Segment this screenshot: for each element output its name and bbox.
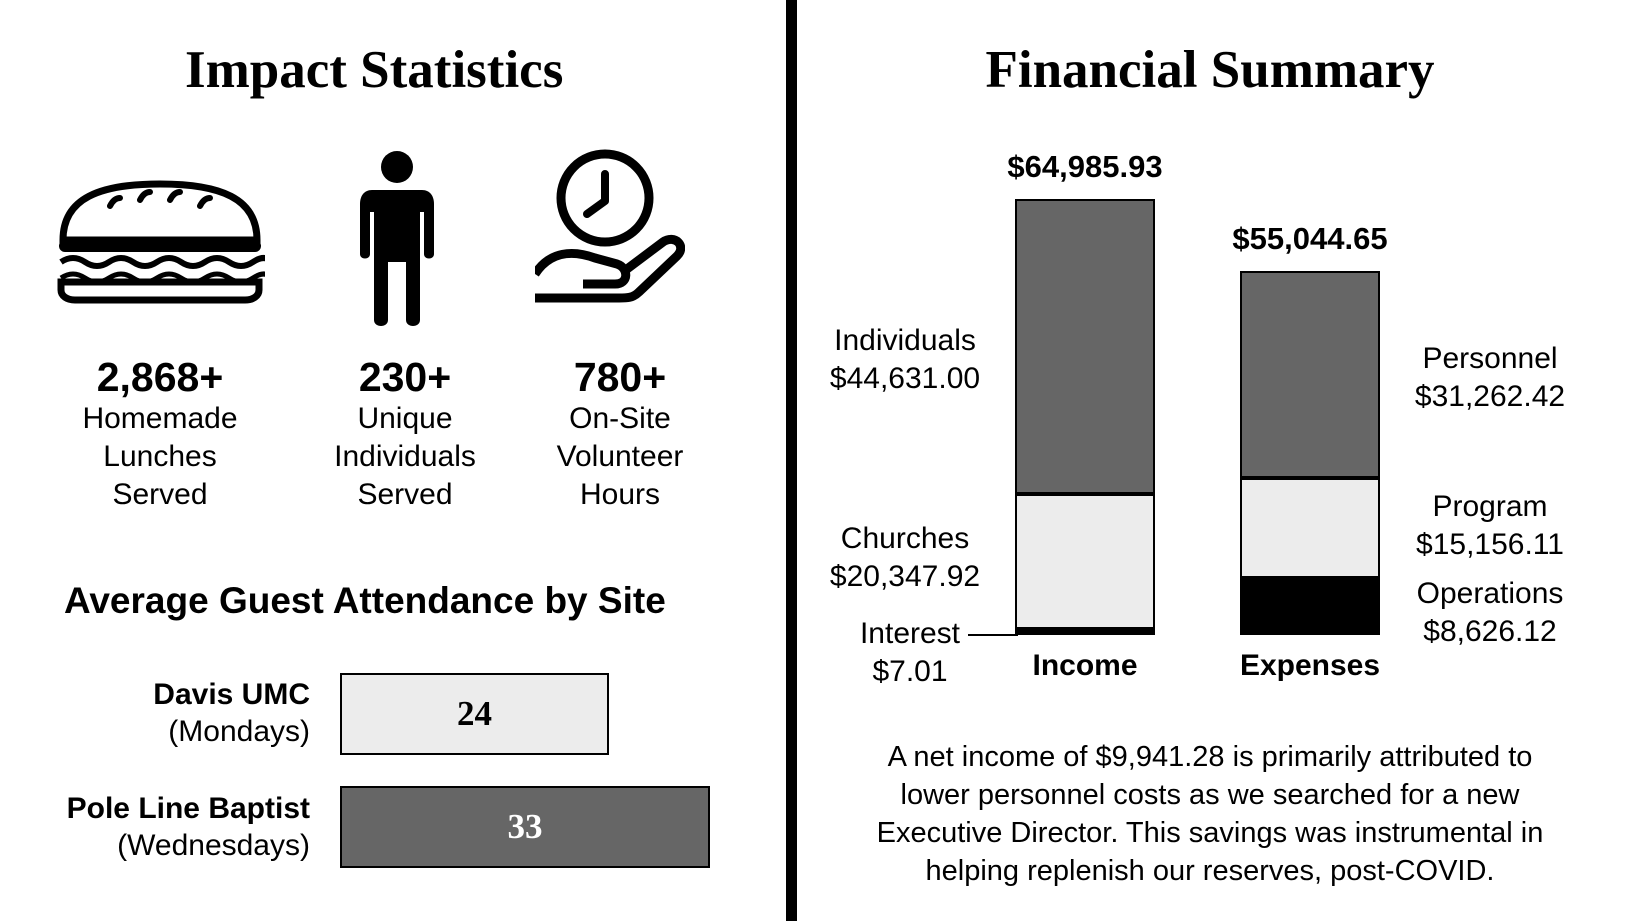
bar-segment-individuals bbox=[1015, 199, 1155, 495]
attendance-bar-davis: 24 bbox=[340, 673, 609, 755]
segment-name: Operations bbox=[1416, 577, 1564, 610]
site-label-davis: Davis UMC (Mondays) bbox=[10, 676, 310, 750]
stat-value: 2,868+ bbox=[96, 354, 224, 400]
bar-segment-interest bbox=[1015, 629, 1155, 635]
segment-value: $44,631.00 bbox=[829, 362, 981, 395]
financial-summary: A net income of $9,941.28 is primarily a… bbox=[830, 738, 1590, 890]
bar-category-label: Expenses bbox=[1239, 649, 1381, 682]
bar-segment-operations bbox=[1240, 577, 1380, 635]
segment-name: Interest bbox=[859, 617, 961, 650]
segment-name: Personnel bbox=[1422, 342, 1558, 375]
bar-segment-churches bbox=[1015, 494, 1155, 629]
segment-value: $15,156.11 bbox=[1416, 528, 1564, 561]
stat-individuals: 230+ Unique Individuals Served bbox=[290, 354, 520, 514]
stat-label-line: Lunches bbox=[103, 440, 217, 473]
summary-line: A net income of $9,941.28 is primarily a… bbox=[887, 741, 1533, 773]
stat-lunches: 2,868+ Homemade Lunches Served bbox=[45, 354, 275, 514]
summary-line: Executive Director. This savings was ins… bbox=[876, 817, 1544, 849]
attendance-value: 33 bbox=[507, 807, 543, 846]
bar-segment-personnel bbox=[1240, 270, 1380, 478]
summary-line: helping replenish our reserves, post-COV… bbox=[925, 855, 1495, 887]
attendance-title: Average Guest Attendance by Site bbox=[64, 580, 666, 621]
bar-segment-program bbox=[1240, 477, 1380, 578]
segment-name: Program bbox=[1432, 490, 1548, 523]
bar-total-label: $55,044.65 bbox=[1232, 220, 1388, 256]
clock-hand-icon bbox=[535, 149, 685, 303]
segment-value: $7.01 bbox=[872, 655, 948, 688]
bar-category-label: Income bbox=[1032, 649, 1138, 682]
segment-name: Individuals bbox=[834, 324, 976, 357]
site-name: Davis UMC bbox=[153, 678, 310, 711]
stat-value: 780+ bbox=[573, 354, 667, 400]
attendance-bar-pole-line: 33 bbox=[340, 786, 710, 868]
stat-value: 230+ bbox=[358, 354, 452, 400]
label-program: Program $15,156.11 bbox=[1405, 488, 1575, 564]
label-interest: Interest $7.01 bbox=[840, 615, 980, 691]
person-icon bbox=[360, 151, 434, 326]
site-day: (Mondays) bbox=[168, 715, 310, 748]
interest-leader-line bbox=[968, 634, 1018, 636]
segment-name: Churches bbox=[840, 522, 970, 555]
attendance-value: 24 bbox=[457, 694, 492, 733]
bar-total-label: $64,985.93 bbox=[1007, 149, 1163, 185]
impact-title: Impact Statistics bbox=[185, 41, 564, 99]
label-personnel: Personnel $31,262.42 bbox=[1405, 340, 1575, 416]
stat-label-line: Volunteer bbox=[556, 440, 684, 473]
stat-label-line: Unique bbox=[357, 402, 453, 435]
stat-label-line: On-Site bbox=[569, 402, 671, 435]
stat-label-line: Served bbox=[357, 478, 453, 511]
site-name: Pole Line Baptist bbox=[66, 792, 310, 825]
summary-line: lower personnel costs as we searched for… bbox=[900, 779, 1520, 811]
stat-hours: 780+ On-Site Volunteer Hours bbox=[505, 354, 735, 514]
financial-title: Financial Summary bbox=[985, 41, 1435, 99]
label-churches: Churches $20,347.92 bbox=[820, 520, 990, 596]
site-day: (Wednesdays) bbox=[117, 829, 310, 862]
stat-label-line: Individuals bbox=[334, 440, 476, 473]
sandwich-icon bbox=[57, 180, 265, 304]
label-operations: Operations $8,626.12 bbox=[1405, 575, 1575, 651]
segment-value: $8,626.12 bbox=[1423, 615, 1557, 648]
panel-divider bbox=[786, 0, 797, 921]
segment-value: $31,262.42 bbox=[1414, 380, 1566, 413]
label-individuals: Individuals $44,631.00 bbox=[820, 322, 990, 398]
stat-label-line: Served bbox=[112, 478, 208, 511]
site-label-pole-line: Pole Line Baptist (Wednesdays) bbox=[10, 790, 310, 864]
stat-label-line: Hours bbox=[579, 478, 661, 511]
stat-label-line: Homemade bbox=[82, 402, 238, 435]
segment-value: $20,347.92 bbox=[829, 560, 981, 593]
